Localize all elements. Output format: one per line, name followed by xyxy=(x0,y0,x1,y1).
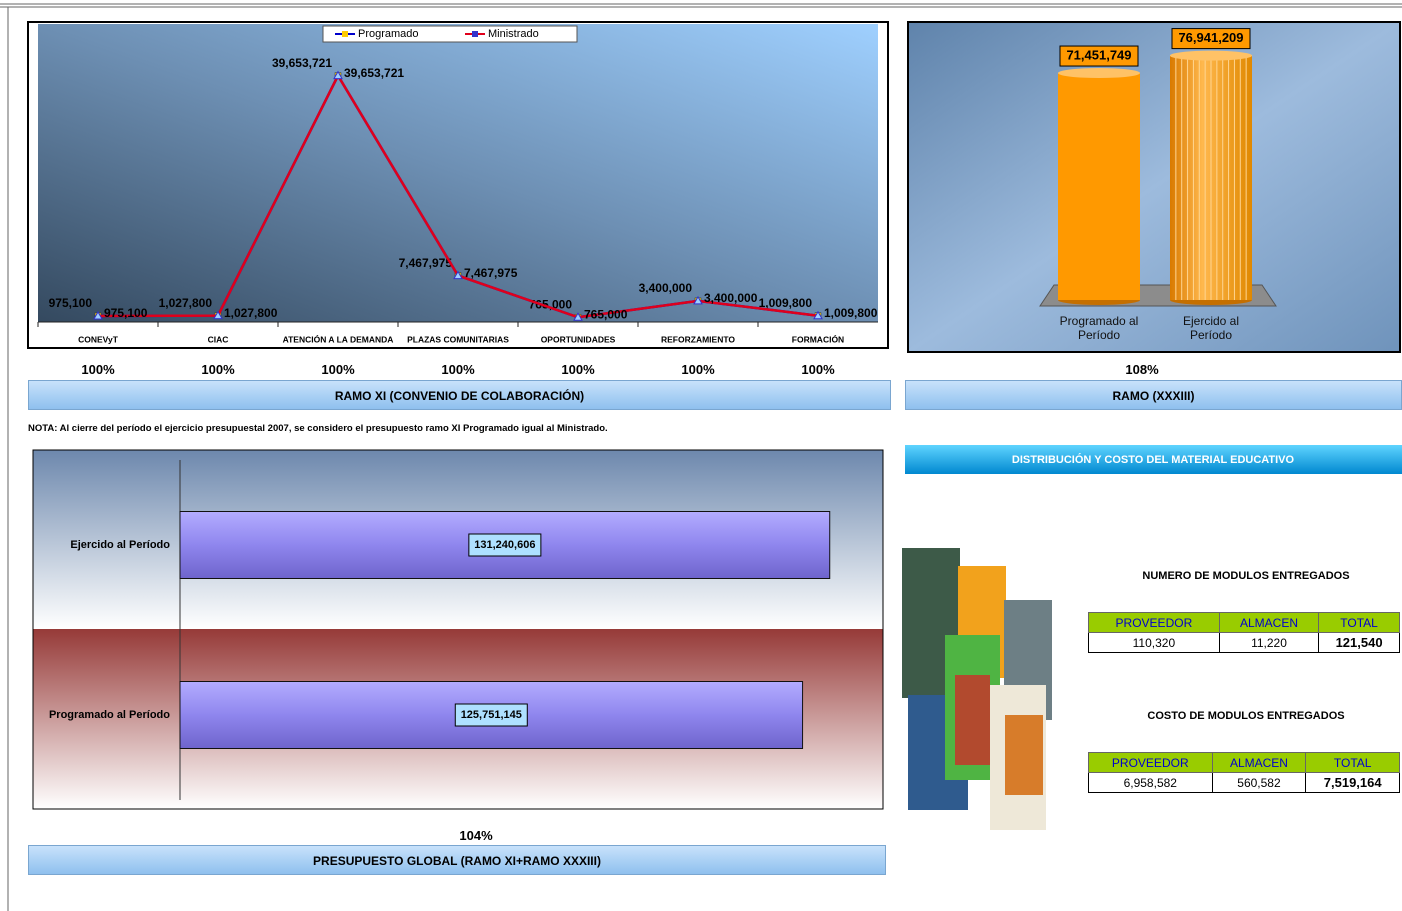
x-tick-label: ATENCIÓN A LA DEMANDA xyxy=(283,333,394,344)
x-tick-label: FORMACIÓN xyxy=(792,333,844,344)
data-label: 975,100 xyxy=(104,306,148,320)
data-label: 39,653,721 xyxy=(272,56,332,70)
cell: 110,320 xyxy=(1088,632,1220,653)
table: PROVEEDOR ALMACEN TOTAL 6,958,582 560,582 7,… xyxy=(1088,752,1400,793)
data-label: 7,467,975 xyxy=(464,266,518,280)
percent-label: 100% xyxy=(321,362,355,377)
data-label: 1,009,800 xyxy=(824,306,878,320)
hbar-frame xyxy=(32,449,884,810)
data-label: 39,653,721 xyxy=(344,66,404,80)
data-label: 1,009,800 xyxy=(759,296,813,310)
percent-label: 100% xyxy=(201,362,235,377)
legend-label: Programado xyxy=(358,28,419,40)
y-tick-label: Ejercido al Período xyxy=(70,539,170,551)
legend-label: Ministrado xyxy=(488,28,539,40)
label-box xyxy=(1171,28,1251,50)
label-box xyxy=(454,703,528,727)
marker xyxy=(693,295,703,305)
header-cell: ALMACEN xyxy=(1218,612,1320,633)
table-title: NUMERO DE MODULOS ENTREGADOS xyxy=(1142,570,1350,582)
data-label: 71,451,749 xyxy=(1066,47,1131,62)
bar xyxy=(179,681,804,749)
header-cell: TOTAL xyxy=(1318,612,1400,633)
note: NOTA: Al cierre del período el ejercicio… xyxy=(28,423,608,434)
table-title: COSTO DE MODULOS ENTREGADOS xyxy=(1147,710,1345,722)
percent-label: 100% xyxy=(681,362,715,377)
cell: 6,958,582 xyxy=(1088,772,1213,793)
data-label: 1,027,800 xyxy=(224,306,278,320)
table: PROVEEDOR ALMACEN TOTAL 110,320 11,220 121,5… xyxy=(1088,612,1400,653)
data-label: 1,027,800 xyxy=(159,296,213,310)
cell: 7,519,164 xyxy=(1305,772,1400,793)
percent-label: 100% xyxy=(801,362,835,377)
data-label: 125,751,145 xyxy=(461,709,522,721)
header-cell: PROVEEDOR xyxy=(1088,752,1213,773)
bar xyxy=(1058,73,1140,301)
caption-banner: RAMO XI (CONVENIO DE COLABORACIÓN) xyxy=(28,380,891,410)
data-label: 7,467,975 xyxy=(399,256,453,270)
data-label: 76,941,209 xyxy=(1178,30,1243,45)
cell: 11,220 xyxy=(1218,632,1320,653)
header-cell: ALMACEN xyxy=(1211,752,1307,773)
bar-top xyxy=(1170,50,1252,61)
marker xyxy=(453,270,463,280)
header-cell: PROVEEDOR xyxy=(1088,612,1220,633)
caption-banner: PRESUPUESTO GLOBAL (RAMO XI+RAMO XXXIII) xyxy=(28,845,886,875)
caption-banner: RAMO (XXXIII) xyxy=(905,380,1402,410)
marker xyxy=(333,70,343,80)
book-covers xyxy=(902,548,1052,830)
marker xyxy=(93,310,103,320)
header-cell: TOTAL xyxy=(1305,752,1400,773)
x-tick-label: CIAC xyxy=(208,334,229,344)
x-tick-label: OPORTUNIDADES xyxy=(541,334,616,344)
section-header xyxy=(905,445,1402,474)
y-tick-label: Programado al Período xyxy=(49,709,170,721)
x-tick-label: REFORZAMIENTO xyxy=(661,334,735,344)
percent-label: 100% xyxy=(441,362,475,377)
label-box xyxy=(468,533,542,557)
x-tick-label: CONEVyT xyxy=(78,334,119,344)
data-label: 131,240,606 xyxy=(474,539,535,551)
data-label: 3,400,000 xyxy=(704,291,758,305)
label-box xyxy=(1059,45,1139,67)
marker xyxy=(213,310,223,320)
data-label: 975,100 xyxy=(49,296,93,310)
bar-top xyxy=(1058,68,1140,79)
bar xyxy=(179,511,831,579)
marker xyxy=(573,312,583,321)
x-tick-label: PLAZAS COMUNITARIAS xyxy=(407,334,509,344)
percent-label: 108% xyxy=(1125,362,1159,377)
marker xyxy=(813,310,823,320)
section-title: DISTRIBUCIÓN Y COSTO DEL MATERIAL EDUCAT… xyxy=(1012,453,1295,466)
data-label: 765,000 xyxy=(584,307,628,321)
x-tick-label: Programado al Período xyxy=(1059,314,1139,342)
cell: 560,582 xyxy=(1211,772,1307,793)
legend-box xyxy=(322,25,578,43)
data-label: 3,400,000 xyxy=(639,281,693,295)
legend-marker xyxy=(472,31,478,37)
data-label: 765,000 xyxy=(529,297,573,311)
cell: 121,540 xyxy=(1318,632,1400,653)
percent-label: 100% xyxy=(81,362,115,377)
x-tick-label: Ejercido al Período xyxy=(1182,314,1240,342)
legend-marker xyxy=(342,31,348,37)
percent-label: 100% xyxy=(561,362,595,377)
percent-label: 104% xyxy=(459,828,493,843)
